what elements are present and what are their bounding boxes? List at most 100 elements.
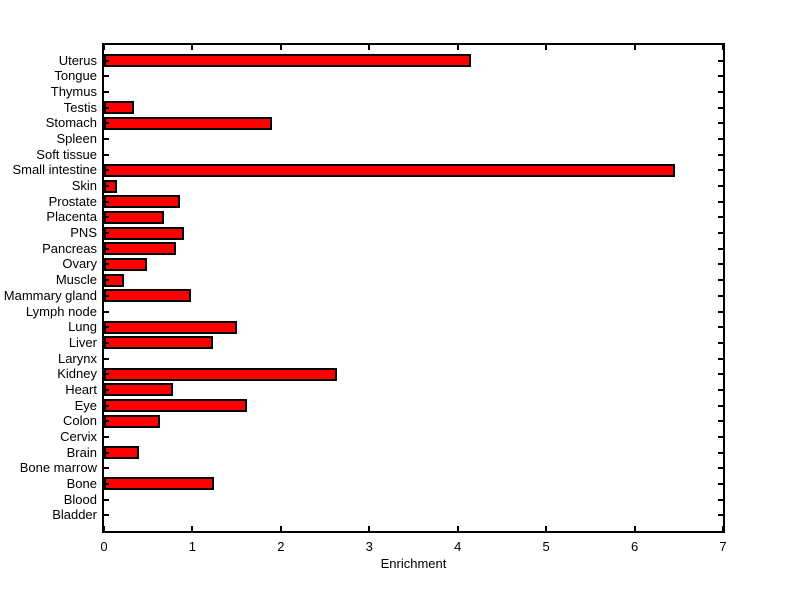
y-axis-tick	[718, 59, 723, 62]
y-axis-tick	[718, 326, 723, 329]
y-axis-tick	[104, 263, 109, 266]
y-axis-tick	[104, 404, 109, 407]
x-axis-tick	[191, 45, 194, 50]
y-axis-tick	[718, 420, 723, 423]
bar-heart	[104, 383, 173, 397]
x-tick-label: 3	[365, 539, 373, 554]
y-axis-tick	[718, 122, 723, 125]
y-axis-tick	[104, 514, 109, 517]
bar-uterus	[104, 54, 471, 68]
bar-small-intestine	[104, 163, 676, 177]
bar-bone	[104, 477, 214, 491]
y-axis-tick	[718, 247, 723, 250]
category-label: Skin	[71, 178, 97, 194]
category-label: Bone marrow	[19, 460, 97, 476]
x-axis-title: Enrichment	[380, 556, 447, 571]
y-axis-tick	[104, 247, 109, 250]
bar-stomach	[104, 116, 272, 130]
x-axis-tick	[722, 45, 724, 50]
bar-pancreas	[104, 242, 176, 256]
y-axis-tick	[104, 200, 109, 203]
y-axis-tick	[104, 482, 109, 485]
category-label: Ovary	[62, 256, 97, 272]
category-label: Kidney	[57, 366, 97, 382]
y-axis-tick	[104, 467, 109, 470]
y-axis-tick	[104, 216, 109, 219]
bar-prostate	[104, 195, 181, 209]
x-axis-tick	[456, 526, 459, 531]
y-axis-tick	[718, 482, 723, 485]
category-label: Eye	[74, 397, 97, 413]
y-axis-tick	[718, 310, 723, 313]
y-axis-tick	[104, 451, 109, 454]
category-label: Muscle	[55, 272, 97, 288]
x-axis-tick	[279, 45, 282, 50]
y-axis-tick	[718, 75, 723, 78]
x-axis-tick	[191, 526, 194, 531]
y-axis-tick	[104, 232, 109, 235]
x-axis-tick	[545, 526, 548, 531]
x-axis-tick	[633, 45, 636, 50]
x-tick-label: 1	[188, 539, 197, 554]
x-tick-label: 6	[630, 539, 639, 554]
x-axis-tick	[368, 526, 371, 531]
bar-placenta	[104, 210, 165, 224]
y-axis-tick	[104, 341, 109, 344]
y-axis-tick	[104, 91, 109, 94]
category-label: Heart	[65, 381, 97, 397]
y-axis-tick	[718, 216, 723, 219]
x-axis-tick	[456, 45, 459, 50]
category-label: Brain	[66, 444, 97, 460]
bar-colon	[104, 414, 160, 428]
category-label: Thymus	[50, 84, 97, 100]
plot-area	[102, 43, 725, 533]
y-axis-tick	[104, 310, 109, 313]
y-axis-tick	[718, 404, 723, 407]
bar-kidney	[104, 367, 337, 381]
category-label: Spleen	[56, 131, 97, 147]
y-axis-tick	[718, 357, 723, 360]
y-axis-tick	[718, 138, 723, 141]
y-axis-tick	[104, 185, 109, 188]
y-axis-tick	[104, 122, 109, 125]
x-axis-tick	[103, 526, 105, 531]
category-label: Mammary gland	[3, 287, 97, 303]
category-label: Larynx	[57, 350, 97, 366]
bar-brain	[104, 446, 140, 460]
y-axis-tick	[718, 467, 723, 470]
category-label: Blood	[63, 491, 97, 507]
y-axis-tick	[718, 200, 723, 203]
y-axis-tick	[104, 294, 109, 297]
y-axis-tick	[718, 373, 723, 376]
x-tick-label: 4	[454, 539, 462, 554]
y-axis-tick	[718, 514, 723, 517]
y-axis-tick	[104, 498, 109, 501]
y-axis-tick	[718, 232, 723, 235]
y-axis-tick	[718, 91, 723, 94]
y-axis-tick	[104, 75, 109, 78]
y-axis-tick	[718, 279, 723, 282]
category-label: Bone	[66, 475, 97, 491]
category-label: Placenta	[46, 209, 97, 225]
y-axis-tick	[718, 153, 723, 156]
x-axis-tick	[722, 526, 724, 531]
category-label: Testis	[63, 99, 97, 115]
y-axis-tick	[718, 388, 723, 391]
x-axis-tick	[545, 45, 548, 50]
category-label: Bladder	[52, 507, 97, 523]
x-tick-label: 2	[277, 539, 285, 554]
category-label: Small intestine	[12, 162, 97, 178]
bar-lung	[104, 320, 237, 334]
category-label: Stomach	[45, 115, 97, 131]
y-axis-tick	[718, 185, 723, 188]
category-label: Lymph node	[25, 303, 97, 319]
bar-pns	[104, 226, 185, 240]
x-tick-label: 0	[100, 539, 108, 554]
x-axis-tick	[103, 45, 105, 50]
y-axis-tick	[104, 373, 109, 376]
y-axis-tick	[104, 59, 109, 62]
category-label: Colon	[63, 413, 97, 429]
y-axis-tick	[104, 106, 109, 109]
x-tick-label: 5	[542, 539, 550, 554]
